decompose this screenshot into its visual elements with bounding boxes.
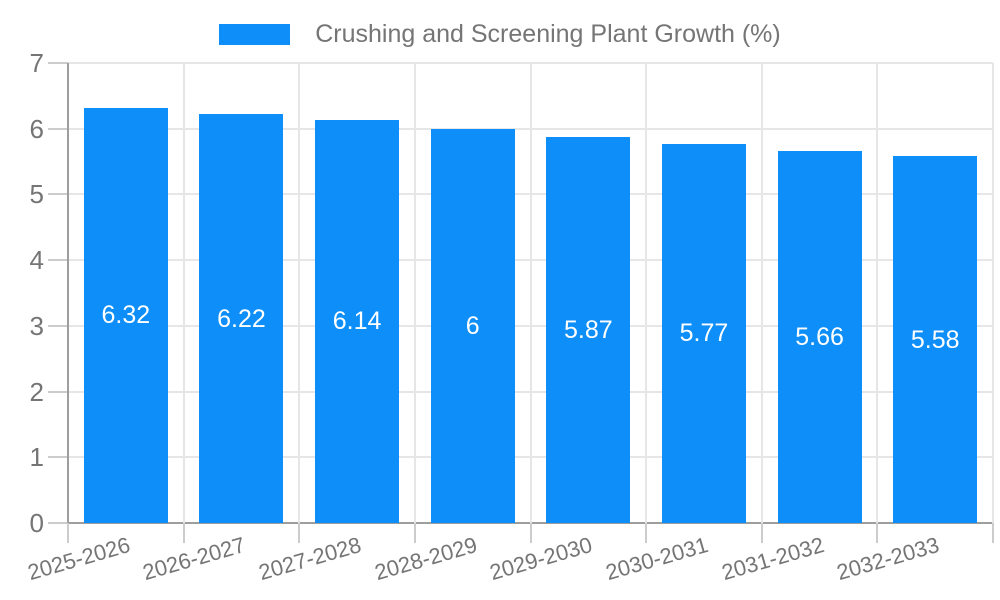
y-tick-label: 3	[29, 310, 44, 341]
y-tick-label: 0	[29, 508, 44, 538]
bar	[83, 107, 168, 523]
bar	[546, 137, 631, 523]
bar-value-label: 5.58	[910, 325, 960, 354]
bar	[777, 151, 862, 523]
legend-title: Crushing and Screening Plant Growth (%)	[315, 20, 781, 48]
legend: Crushing and Screening Plant Growth (%)	[0, 20, 1000, 49]
y-tick	[48, 62, 68, 64]
x-tick	[413, 523, 416, 543]
legend-swatch	[219, 24, 291, 45]
bar	[430, 128, 515, 523]
bar-value-label: 6.14	[332, 307, 382, 336]
y-tick	[48, 193, 68, 196]
v-gridline	[182, 63, 185, 523]
bar-value-label: 5.66	[795, 323, 844, 352]
y-tick	[48, 456, 68, 459]
v-gridline	[413, 63, 416, 523]
x-tick	[992, 523, 994, 543]
bar-value-label: 5.87	[563, 316, 613, 345]
v-gridline	[645, 63, 648, 523]
bar	[893, 156, 978, 523]
v-gridline	[760, 63, 763, 523]
bar	[661, 143, 746, 523]
y-tick-label: 1	[29, 442, 44, 473]
y-tick	[48, 390, 68, 393]
y-tick-label: 2	[29, 376, 44, 407]
v-gridline	[529, 63, 532, 523]
y-tick	[48, 324, 68, 327]
x-tick	[760, 523, 763, 543]
x-tick	[67, 523, 69, 543]
v-gridline	[876, 63, 879, 523]
v-gridline	[298, 63, 301, 523]
x-tick	[645, 523, 648, 543]
bar-value-label: 6.22	[217, 304, 266, 333]
bar	[199, 114, 284, 523]
y-tick-label: 4	[29, 245, 44, 276]
y-tick-label: 7	[29, 48, 44, 78]
bar-value-label: 6	[465, 311, 480, 340]
y-tick-label: 5	[29, 179, 44, 210]
y-tick	[48, 522, 68, 524]
bar-value-label: 6.32	[101, 301, 151, 330]
bar	[315, 119, 400, 523]
bar-value-label: 5.77	[679, 319, 729, 348]
y-axis-line	[67, 63, 69, 523]
y-tick	[48, 259, 68, 262]
x-tick	[182, 523, 185, 543]
x-tick	[298, 523, 301, 543]
v-gridline	[992, 63, 994, 523]
x-tick	[876, 523, 879, 543]
y-tick-label: 6	[29, 113, 44, 144]
x-tick	[529, 523, 532, 543]
y-tick	[48, 127, 68, 130]
